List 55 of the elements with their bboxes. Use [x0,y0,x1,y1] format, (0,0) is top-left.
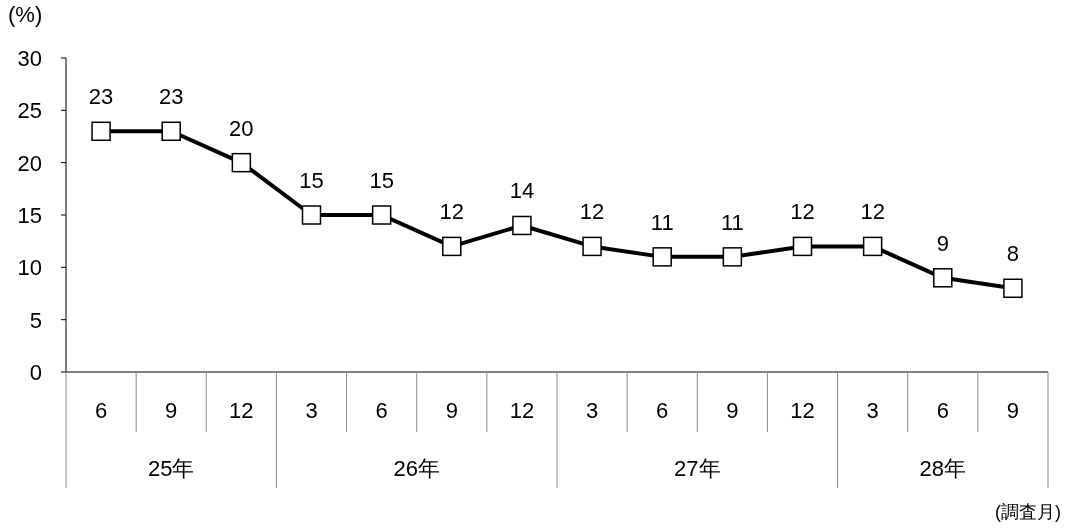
point [862,236,883,257]
x-tick-label: 3 [585,398,599,423]
x-tick-label: 6 [94,398,108,423]
text: 25年 [147,456,195,481]
x-tick-label: 9 [1006,398,1020,423]
data-label: 14 [509,178,535,204]
data-label: 15 [369,168,394,193]
x-tick-label: 9 [445,398,458,423]
y-tick-label: 5 [29,307,42,333]
point [91,121,111,142]
point [512,215,532,236]
point [652,247,672,267]
x-tick-label: 12 [790,398,815,423]
text: 27年 [674,456,721,481]
x-tick-label: 9 [165,398,178,423]
point [301,205,322,225]
y-axis-title: (%) [8,2,43,27]
point [161,121,181,142]
point [792,236,813,257]
text: (調査月) [995,502,1061,522]
x-tick-label: 6 [656,398,669,423]
point [1003,278,1023,299]
y-tick-label: 25 [17,98,42,124]
text: 26年 [393,456,440,481]
data-label: 11 [720,209,744,235]
data-label: 12 [790,199,815,225]
data-label: 23 [88,84,114,110]
y-tick-label: 15 [17,203,42,228]
data-label: 12 [860,199,885,225]
y-tick-label: 10 [17,255,42,281]
x-tick-label: 6 [375,398,388,423]
data-label: 20 [229,115,254,141]
x-tick-label: 9 [726,398,739,423]
data-label: 8 [1006,241,1020,267]
x-tick-label: 3 [305,398,318,423]
point [371,205,392,225]
point [722,247,743,267]
y-tick-label: 0 [29,360,42,385]
point [582,236,602,257]
point [442,236,462,257]
y-tick-label: 20 [17,150,42,176]
data-label: 11 [650,209,674,235]
y-tick-label: 30 [17,46,42,71]
data-label: 23 [158,84,184,110]
x-tick-label: 12 [509,398,535,423]
text: 28年 [919,456,967,481]
data-label: 12 [579,199,605,225]
data-label: 9 [936,230,949,256]
point [231,152,252,173]
data-label: 12 [439,199,465,225]
x-tick-label: 3 [866,398,879,423]
point [933,268,953,288]
x-tick-label: 6 [936,398,949,423]
data-label: 15 [299,168,324,193]
x-tick-label: 12 [229,398,254,423]
